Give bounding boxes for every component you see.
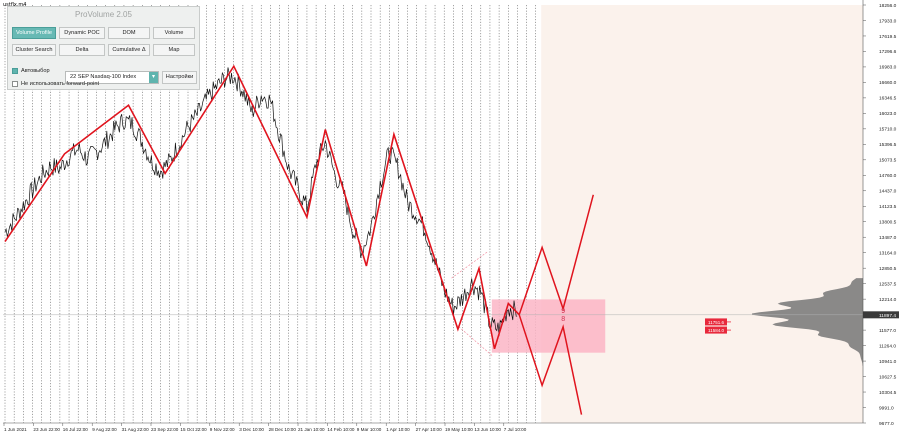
time-tick-label: 23 Jun 22:00 [33, 427, 60, 432]
price-tick-label: 9991.0 [879, 405, 894, 411]
time-tick-label: 9 Nov 22:00 [210, 427, 235, 432]
price-tick-label: 16660.0 [879, 80, 897, 86]
instrument-select[interactable]: 22 SEP Nasdaq-100 Index ▾ [65, 71, 159, 84]
price-tick-label: 17296.6 [879, 49, 897, 55]
price-series[interactable] [4, 67, 517, 337]
current-price-tag [863, 311, 899, 319]
volume-profile [751, 278, 863, 366]
forward-point-label: Не использовать forward-point [21, 81, 100, 87]
forward-point-checkbox[interactable] [12, 81, 18, 87]
price-tick-label: 12850.5 [879, 266, 897, 272]
channel-upper [451, 251, 489, 279]
time-tick-label: 13 Jun 10:00 [474, 427, 501, 432]
time-tick-label: 1 Apr 10:00 [386, 427, 410, 432]
auto-select-row[interactable]: Автовыбор [12, 68, 50, 74]
zigzag-line[interactable] [4, 64, 520, 350]
price-tick-label: 13164.0 [879, 251, 897, 257]
time-tick-label: 9 Aug 22:00 [92, 427, 117, 432]
time-tick-label: 14 Feb 10:00 [327, 427, 355, 432]
price-axis [863, 0, 900, 435]
price-tick-label: 12537.5 [879, 281, 897, 287]
volume-profile-button[interactable]: Volume Profile [12, 27, 56, 39]
time-tick-label: 19 May 10:00 [445, 427, 473, 432]
chevron-down-icon[interactable]: ▾ [149, 72, 158, 83]
time-tick-label: 23 Sep 22:00 [151, 427, 179, 432]
cluster-search-button[interactable]: Cluster Search [12, 44, 56, 56]
price-tick-label: 18256.0 [879, 3, 897, 9]
level-label: 11751.6 [708, 320, 724, 325]
price-tick-label: 14437.0 [879, 189, 897, 195]
auto-select-label: Автовыбор [21, 68, 50, 74]
price-tick-label: 10304.5 [879, 390, 897, 396]
dynamic-poc-button[interactable]: Dynamic POC [59, 27, 105, 39]
level-badge [705, 326, 727, 334]
price-tick-label: 9677.0 [879, 421, 894, 427]
price-tick-label: 13487.0 [879, 235, 897, 241]
channel-lower [455, 324, 493, 357]
forward-point-row[interactable]: Не использовать forward-point [12, 81, 99, 87]
time-tick-label: 3 Dec 10:00 [239, 427, 264, 432]
level-badge [705, 318, 727, 326]
future-area [541, 5, 863, 423]
time-tick-label: 28 Dec 10:00 [269, 427, 297, 432]
price-tick-label: 17619.5 [879, 34, 897, 40]
box-digit: 9 [561, 308, 565, 315]
provolume-panel: ProVolume 2.05 Volume Profile Dynamic PO… [7, 6, 200, 90]
cumulative-delta-button[interactable]: Cumulative Δ [108, 44, 150, 56]
time-tick-label: 15 Oct 22:00 [180, 427, 207, 432]
price-tick-label: 10941.0 [879, 359, 897, 365]
price-tick-label: 15396.5 [879, 142, 897, 148]
dom-button[interactable]: DOM [108, 27, 150, 39]
price-tick-label: 11577.0 [879, 328, 896, 334]
price-tick-label: 16983.0 [879, 65, 897, 71]
settings-button[interactable]: Настройки [162, 71, 197, 84]
price-tick-label: 14123.5 [879, 204, 897, 210]
price-tick-label: 13800.5 [879, 220, 897, 226]
price-tick-label: 11264.0 [879, 343, 896, 349]
time-tick-label: 9 Mar 10:00 [357, 427, 382, 432]
price-tick-label: 16023.0 [879, 111, 897, 117]
price-tick-label: 16346.5 [879, 96, 897, 102]
auto-select-checkbox[interactable] [12, 68, 18, 74]
time-tick-label: 27 Apr 10:00 [416, 427, 442, 432]
price-tick-label: 15073.5 [879, 158, 897, 164]
time-tick-label: 1 Jun 2021 [4, 427, 27, 432]
volume-button[interactable]: Volume [153, 27, 195, 39]
range-box[interactable] [491, 299, 606, 353]
projection-up-line[interactable] [518, 194, 595, 315]
instrument-value: 22 SEP Nasdaq-100 Index [70, 74, 137, 80]
level-label: 11584.0 [708, 328, 724, 333]
time-tick-label: 7 Jul 10:00 [504, 427, 527, 432]
price-tick-label: 14760.0 [879, 173, 897, 179]
projection-down-line[interactable] [518, 314, 583, 415]
box-digit: 8 [561, 316, 565, 323]
delta-button[interactable]: Delta [59, 44, 105, 56]
current-price-label: 11897.4 [879, 313, 896, 319]
price-tick-label: 12214.0 [879, 297, 897, 303]
time-tick-label: 16 Jul 22:00 [63, 427, 88, 432]
price-tick-label: 17933.0 [879, 18, 897, 24]
map-button[interactable]: Map [153, 44, 195, 56]
time-tick-label: 31 Aug 22:00 [122, 427, 150, 432]
time-tick-label: 21 Jan 10:00 [298, 427, 325, 432]
price-tick-label: 10627.5 [879, 374, 897, 380]
symbol-label: ustflx.m4 [3, 2, 27, 8]
panel-title: ProVolume 2.05 [75, 10, 132, 19]
price-tick-label: 15710.0 [879, 127, 897, 133]
